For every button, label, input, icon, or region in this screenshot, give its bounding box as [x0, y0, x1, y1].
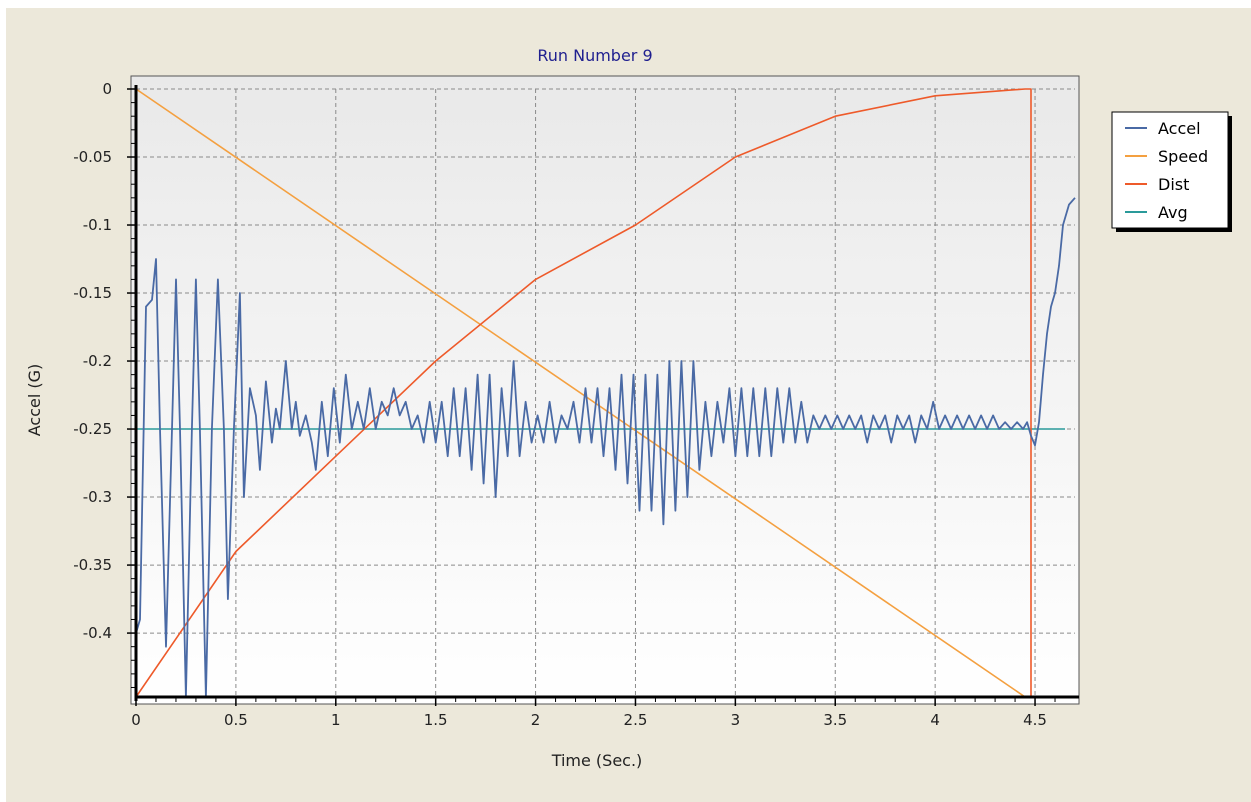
x-tick-label: 0.5 [224, 711, 248, 729]
y-tick-label: -0.35 [73, 556, 112, 574]
grid [136, 88, 1075, 697]
y-tick-label: -0.1 [83, 216, 112, 234]
y-tick-label: -0.05 [73, 148, 112, 166]
x-tick-label: 0 [131, 711, 141, 729]
x-tick-label: 2 [531, 711, 541, 729]
y-tick-label: -0.4 [83, 624, 112, 642]
x-tick-label: 3 [731, 711, 741, 729]
axes: 0 0.5 1 1.5 2 2.5 3 3.5 4 4.5 0 -0.05 -0.1 -0.15 -0.2 -… [73, 80, 1079, 729]
x-tick-label: 4.5 [1023, 711, 1047, 729]
legend-box [1111, 111, 1229, 229]
x-tick-label: 2.5 [624, 711, 648, 729]
legend-label-avg: Avg [1158, 203, 1188, 222]
y-tick-label: -0.25 [73, 420, 112, 438]
x-tick-label: 4 [930, 711, 940, 729]
y-tick-label: -0.2 [83, 352, 112, 370]
legend-label-accel: Accel [1158, 119, 1201, 138]
plot-area [130, 75, 1080, 705]
chart-title: Run Number 9 [537, 46, 652, 65]
legend: Accel Speed Dist Avg [1111, 111, 1232, 232]
x-tick-label: 1.5 [424, 711, 448, 729]
series-accel-line [135, 197, 1076, 698]
legend-label-dist: Dist [1158, 175, 1189, 194]
y-tick-label: 0 [102, 80, 112, 98]
x-axis-title: Time (Sec.) [551, 751, 643, 770]
y-tick-label: -0.3 [83, 488, 112, 506]
legend-label-speed: Speed [1158, 147, 1208, 166]
y-tick-label: -0.15 [73, 284, 112, 302]
x-tick-label: 1 [331, 711, 341, 729]
x-tick-label: 3.5 [823, 711, 847, 729]
y-axis-title: Accel (G) [25, 364, 44, 437]
series-dist-line [135, 88, 1075, 698]
